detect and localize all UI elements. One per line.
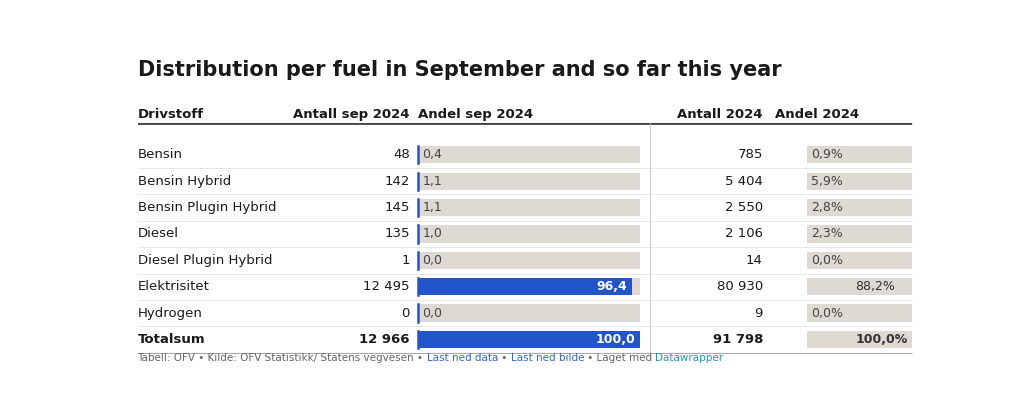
Text: Bensin Plugin Hybrid: Bensin Plugin Hybrid xyxy=(137,201,276,214)
Text: Antall sep 2024: Antall sep 2024 xyxy=(293,108,410,121)
Text: 1,0: 1,0 xyxy=(423,227,442,240)
Text: 0: 0 xyxy=(401,307,410,320)
Text: 0,0%: 0,0% xyxy=(811,254,844,267)
Text: Tabell: OFV • Kilde: OFV Statistikk/ Statens vegvesen •: Tabell: OFV • Kilde: OFV Statistikk/ Sta… xyxy=(137,353,427,363)
Bar xyxy=(418,252,640,269)
Text: 1,1: 1,1 xyxy=(423,201,442,214)
Bar xyxy=(418,304,640,322)
Bar xyxy=(418,225,420,242)
Text: Last ned data: Last ned data xyxy=(427,353,498,363)
Text: 5 404: 5 404 xyxy=(725,175,763,188)
Text: 785: 785 xyxy=(737,148,763,161)
Bar xyxy=(418,199,640,216)
Text: 5,9%: 5,9% xyxy=(811,175,843,188)
Text: Last ned bilde: Last ned bilde xyxy=(511,353,584,363)
Text: Bensin: Bensin xyxy=(137,148,182,161)
Bar xyxy=(418,173,640,190)
Text: 48: 48 xyxy=(393,148,410,161)
Text: Andel 2024: Andel 2024 xyxy=(775,108,859,121)
Text: •: • xyxy=(498,353,511,363)
Text: 0,9%: 0,9% xyxy=(811,148,843,161)
Text: 142: 142 xyxy=(384,175,410,188)
Text: Andel sep 2024: Andel sep 2024 xyxy=(418,108,532,121)
Bar xyxy=(418,278,640,296)
Text: 0,0%: 0,0% xyxy=(811,307,844,320)
Text: 88,2%: 88,2% xyxy=(855,280,895,293)
Bar xyxy=(807,199,810,216)
Text: Datawrapper: Datawrapper xyxy=(655,353,724,363)
Text: 2 550: 2 550 xyxy=(725,201,763,214)
Text: 96,4: 96,4 xyxy=(596,280,627,293)
Bar xyxy=(418,199,420,216)
Text: 2,3%: 2,3% xyxy=(811,227,843,240)
Text: 2,8%: 2,8% xyxy=(811,201,843,214)
Bar xyxy=(418,331,640,348)
Bar xyxy=(807,173,813,190)
Text: Totalsum: Totalsum xyxy=(137,333,205,346)
Text: Distribution per fuel in September and so far this year: Distribution per fuel in September and s… xyxy=(137,60,781,80)
Text: • Laget med: • Laget med xyxy=(584,353,655,363)
Text: 145: 145 xyxy=(384,201,410,214)
Bar xyxy=(418,225,640,242)
Text: 135: 135 xyxy=(384,227,410,240)
Text: 0,4: 0,4 xyxy=(423,148,442,161)
Bar xyxy=(807,252,912,269)
Bar xyxy=(418,173,420,190)
Text: 80 930: 80 930 xyxy=(717,280,763,293)
Bar xyxy=(807,304,912,322)
Text: 9: 9 xyxy=(755,307,763,320)
Text: 100,0: 100,0 xyxy=(595,333,635,346)
Text: 1,1: 1,1 xyxy=(423,175,442,188)
Bar xyxy=(807,199,912,216)
Bar xyxy=(807,331,912,348)
Text: 91 798: 91 798 xyxy=(713,333,763,346)
Text: Bensin Hybrid: Bensin Hybrid xyxy=(137,175,230,188)
Bar xyxy=(418,146,640,163)
Text: 12 966: 12 966 xyxy=(359,333,410,346)
Bar xyxy=(807,225,809,242)
Text: 100,0%: 100,0% xyxy=(855,333,907,346)
Bar xyxy=(418,331,640,348)
Bar xyxy=(807,278,900,296)
Text: 0,0: 0,0 xyxy=(423,307,442,320)
Text: Drivstoff: Drivstoff xyxy=(137,108,204,121)
Bar xyxy=(807,331,912,348)
Text: 14: 14 xyxy=(746,254,763,267)
Bar xyxy=(807,146,912,163)
Text: 12 495: 12 495 xyxy=(364,280,410,293)
Bar xyxy=(418,278,632,296)
Text: Hydrogen: Hydrogen xyxy=(137,307,203,320)
Text: 0,0: 0,0 xyxy=(423,254,442,267)
Bar xyxy=(807,278,912,296)
Bar xyxy=(807,225,912,242)
Text: 2 106: 2 106 xyxy=(725,227,763,240)
Bar xyxy=(807,173,912,190)
Text: 1: 1 xyxy=(401,254,410,267)
Text: Diesel Plugin Hybrid: Diesel Plugin Hybrid xyxy=(137,254,272,267)
Text: Antall 2024: Antall 2024 xyxy=(678,108,763,121)
Text: Diesel: Diesel xyxy=(137,227,178,240)
Text: Elektrisitet: Elektrisitet xyxy=(137,280,209,293)
